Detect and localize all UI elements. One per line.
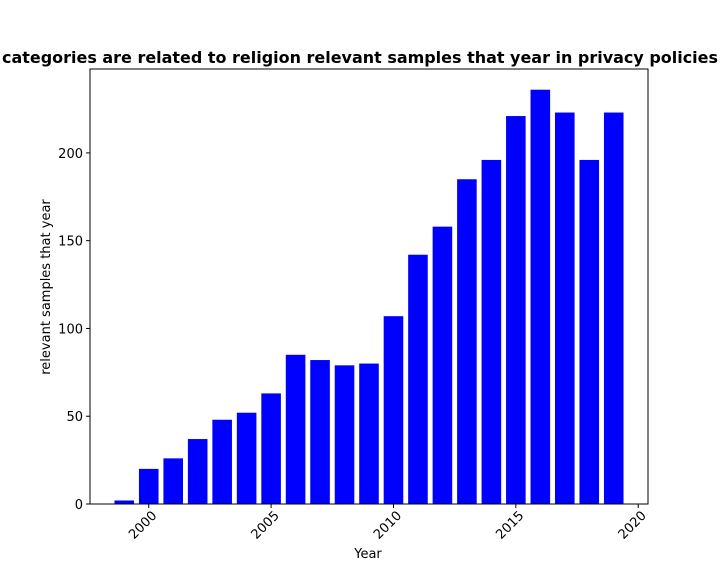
bar-2006	[285, 354, 306, 504]
x-tick-label: 2015	[493, 509, 527, 543]
y-axis: 0 50 100 150 200	[58, 147, 90, 513]
bar-2018	[579, 159, 600, 504]
chart-title: categories are related to religion relev…	[2, 48, 718, 67]
x-tick-label: 2000	[126, 509, 160, 543]
bar-2016	[530, 89, 551, 505]
bar-2008	[334, 365, 355, 504]
bar-2011	[408, 254, 428, 504]
bars-group	[114, 89, 624, 505]
y-tick-label: 50	[66, 410, 83, 425]
bar-2017	[555, 112, 575, 504]
bar-2010	[383, 316, 404, 504]
x-axis-label: Year	[353, 547, 382, 562]
bar-2013	[457, 179, 477, 505]
bar-2002	[187, 439, 208, 504]
bar-2007	[310, 360, 330, 504]
bar-2014	[481, 159, 502, 504]
x-axis: 2000 2005 2010 2015 2020	[126, 504, 650, 543]
bar-2003	[212, 419, 232, 504]
plot-frame	[89, 68, 649, 505]
bar-2019	[603, 112, 624, 504]
y-axis-label: relevant samples that year	[39, 199, 54, 375]
bar-2001	[163, 458, 183, 504]
y-tick-label: 200	[58, 147, 83, 162]
bar-2004	[236, 412, 257, 504]
bar-2015	[506, 116, 526, 505]
bar-2005	[261, 393, 281, 504]
x-tick-label: 2020	[616, 509, 650, 543]
x-tick-label: 2005	[249, 509, 283, 543]
y-tick-label: 100	[58, 322, 83, 337]
y-tick-label: 150	[58, 235, 83, 250]
bar-2012	[432, 226, 453, 504]
bar-2000	[138, 468, 159, 504]
bar-1999	[114, 500, 135, 504]
x-tick-label: 2010	[371, 509, 405, 543]
y-tick-label: 0	[75, 498, 83, 513]
bar-2009	[359, 363, 379, 504]
